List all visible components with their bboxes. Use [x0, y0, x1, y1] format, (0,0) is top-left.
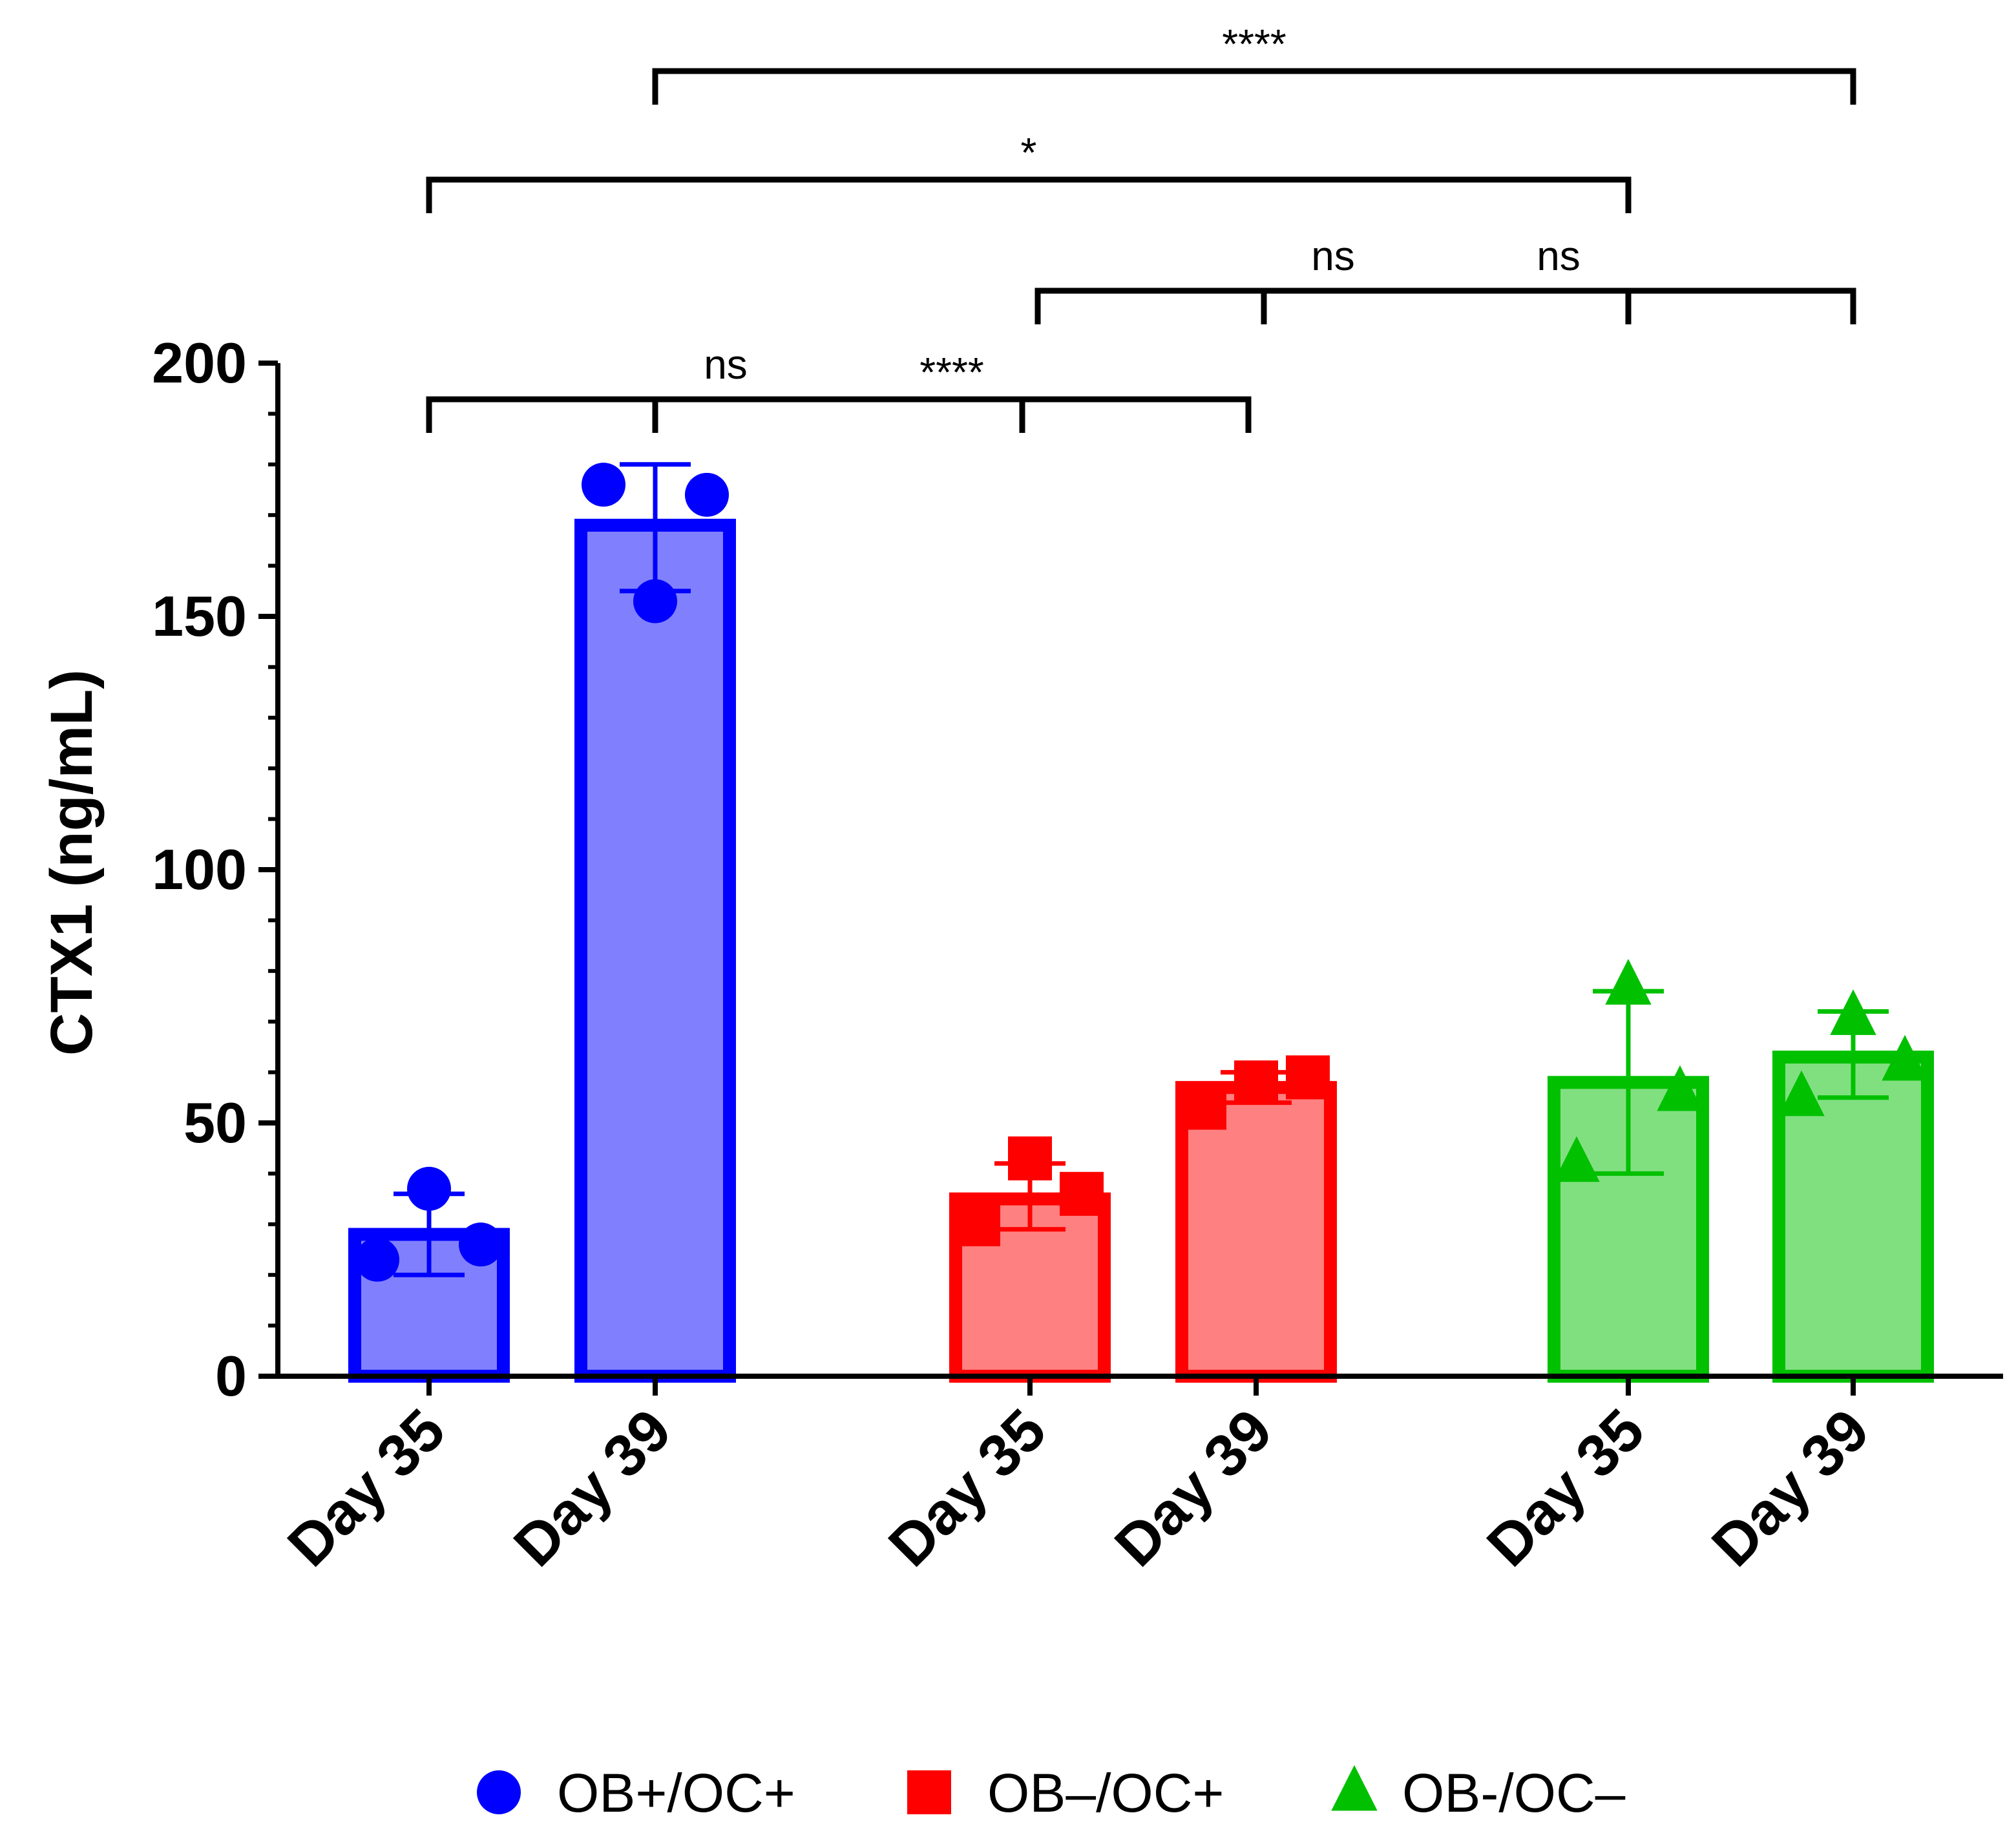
legend-marker	[1331, 1765, 1378, 1811]
legend-label: OB-/OC–	[1402, 1763, 1626, 1823]
x-category-label: Day 35	[1475, 1397, 1657, 1579]
data-point	[582, 463, 625, 507]
bars	[348, 462, 1934, 1383]
data-point	[1657, 1065, 1703, 1111]
data-point	[1182, 1085, 1226, 1130]
legend-item: OB+/OC+	[477, 1763, 795, 1823]
data-point	[1008, 1136, 1052, 1180]
data-point	[1553, 1136, 1600, 1182]
significance-label: ns	[1537, 233, 1580, 279]
bracket-line	[426, 176, 1632, 213]
y-tick-label: 200	[152, 331, 247, 395]
bracket-line	[652, 396, 1252, 433]
bracket-line	[1261, 288, 1856, 324]
data-point	[1286, 1055, 1330, 1100]
legend-marker	[477, 1770, 521, 1814]
bar-group	[574, 462, 736, 1383]
significance-bracket: ns	[1261, 233, 1856, 324]
significance-label: ns	[704, 341, 748, 388]
legend-label: OB–/OC+	[987, 1763, 1224, 1823]
bar-group	[348, 1166, 510, 1383]
data-point	[1060, 1171, 1104, 1216]
bracket-line	[652, 68, 1856, 105]
legend-marker	[907, 1770, 951, 1814]
data-point	[1234, 1060, 1278, 1105]
legend-item: OB-/OC–	[1331, 1763, 1626, 1823]
y-axis-label: CTX1 (ng/mL)	[39, 669, 105, 1056]
y-tick-label: 150	[152, 584, 247, 648]
significance-label: *	[1021, 129, 1037, 176]
bar-group	[949, 1136, 1111, 1383]
data-point	[1605, 959, 1652, 1005]
x-category-label: Day 39	[1699, 1397, 1882, 1579]
bar-group	[1772, 989, 1934, 1383]
significance-bracket: *	[426, 129, 1632, 213]
bar-group	[1175, 1055, 1337, 1383]
x-category-label: Day 39	[1102, 1397, 1285, 1579]
data-point	[1778, 1070, 1825, 1116]
legend-item: OB–/OC+	[907, 1763, 1224, 1823]
data-point	[685, 472, 729, 517]
x-category-label: Day 35	[876, 1397, 1058, 1579]
y-tick-label: 100	[152, 837, 247, 901]
bracket-line	[1034, 288, 1632, 324]
data-point	[407, 1166, 451, 1211]
significance-bracket: ****	[652, 349, 1252, 433]
y-tick-label: 0	[215, 1344, 247, 1408]
significance-label: ****	[919, 349, 984, 395]
x-category-label: Day 35	[275, 1397, 457, 1579]
bar	[574, 518, 736, 1383]
data-point	[1882, 1034, 1928, 1081]
data-point	[355, 1237, 399, 1282]
significance-label: ****	[1222, 21, 1286, 67]
legend: OB+/OC+ OB–/OC+ OB-/OC–	[477, 1763, 1626, 1823]
bar	[1175, 1081, 1337, 1383]
significance-label: ns	[1311, 233, 1355, 279]
bracket-line	[426, 396, 1025, 433]
x-category-label: Day 39	[501, 1397, 684, 1579]
data-point	[633, 579, 677, 623]
data-point	[956, 1202, 1000, 1246]
significance-bracket: ****	[652, 21, 1856, 105]
legend-label: OB+/OC+	[557, 1763, 795, 1823]
bar-group	[1548, 959, 1709, 1383]
data-point	[459, 1222, 503, 1267]
data-point	[1830, 989, 1876, 1035]
y-tick-label: 50	[184, 1091, 247, 1155]
